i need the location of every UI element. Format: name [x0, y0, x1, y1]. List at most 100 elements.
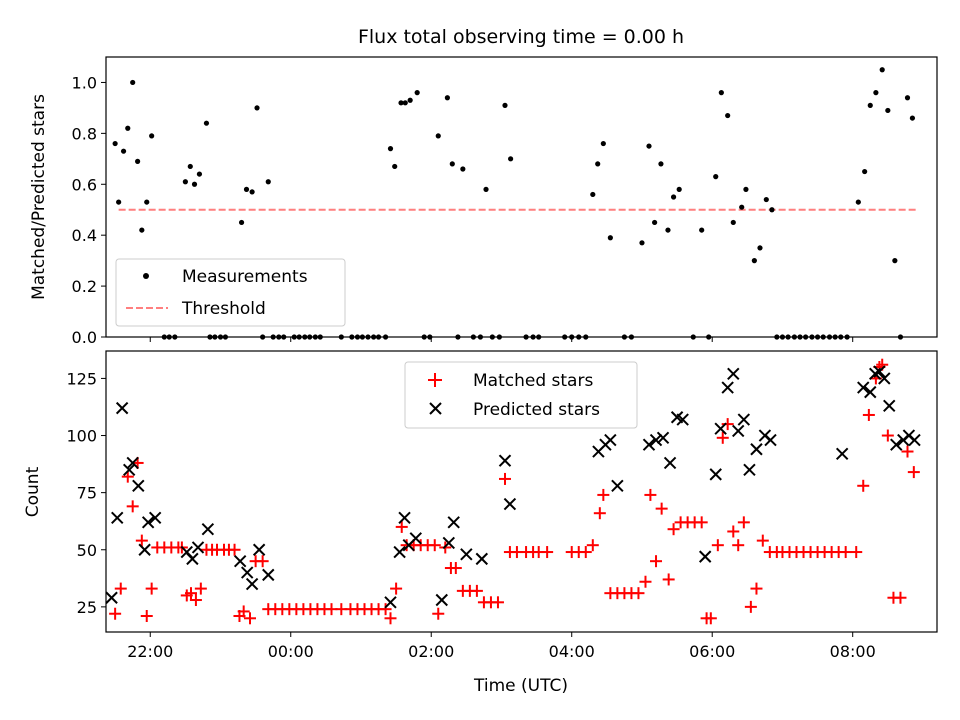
matched-star-point: [639, 575, 652, 588]
matched-star-point: [737, 516, 750, 529]
legend-predicted-marker: [429, 402, 442, 415]
predicted-star-point-b: [750, 443, 763, 456]
bottom-plot-area: [105, 358, 921, 625]
predicted-star-point: [503, 497, 517, 511]
matched-star-point: [256, 555, 269, 568]
chart-title: Flux total observing time = 0.00 h: [358, 26, 684, 48]
predicted-star-point-b: [240, 566, 254, 579]
measurement-point: [600, 140, 606, 147]
measurement-point: [590, 191, 596, 198]
measurement-point: [483, 186, 489, 192]
predicted-star-point-b: [878, 372, 891, 385]
measurement-point: [460, 166, 466, 172]
matched-star-point: [470, 584, 483, 597]
predicted-star-point: [642, 438, 656, 451]
measurement-point: [402, 100, 408, 106]
predicted-star-point-b: [138, 543, 151, 556]
predicted-star-point: [890, 438, 903, 451]
matched-star-point: [228, 543, 241, 556]
measurement-point: [265, 179, 271, 185]
predicted-star-point: [604, 433, 617, 447]
predicted-star-point-b: [122, 463, 136, 477]
measurement-point: [652, 219, 658, 226]
measurement-point: [243, 186, 250, 192]
predicted-star-point-b: [180, 545, 193, 559]
predicted-star-point-b: [148, 511, 162, 524]
measurement-point: [444, 95, 450, 101]
measurement-point: [398, 100, 404, 106]
predicted-star-point: [245, 577, 259, 591]
matched-star-point: [732, 539, 745, 552]
matched-star-point: [881, 429, 894, 442]
matched-star-point: [667, 523, 680, 536]
measurement-point: [885, 107, 891, 114]
measurement-point: [879, 67, 885, 73]
predicted-star-point: [191, 541, 205, 554]
measurement-point: [249, 189, 255, 195]
predicted-star-point-b: [663, 456, 677, 470]
matched-star-point: [491, 596, 504, 609]
predicted-star-point-b: [498, 454, 512, 467]
predicted-star-point-b: [642, 438, 656, 451]
measurement-point: [904, 95, 911, 101]
predicted-star-point-b: [245, 577, 259, 591]
matched-star-point: [384, 612, 397, 625]
predicted-star-point: [750, 443, 763, 456]
predicted-star-point-b: [141, 516, 155, 529]
matched-star-point: [850, 546, 863, 559]
predicted-star-point-b: [503, 497, 517, 511]
legend-measurements-label: Measurements: [182, 267, 308, 287]
measurement-point: [187, 163, 193, 170]
measurement-point: [743, 186, 749, 192]
predicted-star-point: [138, 543, 151, 556]
matched-star-point: [901, 445, 914, 458]
measurement-point: [392, 163, 398, 170]
predicted-star-point: [393, 545, 406, 559]
x-tick-label: 22:00: [127, 642, 173, 661]
matched-star-point: [597, 488, 610, 501]
bottom-y-axis-label: Count: [23, 466, 43, 517]
top-y-tick-label: 0.6: [72, 175, 97, 194]
predicted-star-point: [115, 401, 129, 415]
matched-star-point: [662, 573, 675, 586]
matched-star-point: [109, 607, 122, 620]
measurement-point: [254, 105, 260, 111]
measurement-point: [769, 207, 775, 213]
measurement-point: [739, 204, 745, 210]
bottom-y-tick-label: 25: [77, 598, 97, 617]
predicted-star-point-b: [252, 543, 266, 556]
measurement-point: [125, 125, 131, 131]
matched-star-point: [395, 520, 408, 533]
top-x-ticks: [149, 337, 854, 342]
measurement-point: [139, 227, 145, 233]
predicted-star-point-b: [186, 552, 199, 566]
predicted-star-point: [409, 532, 422, 545]
legend-matched-label: Matched stars: [473, 371, 593, 391]
measurement-point: [713, 174, 719, 180]
predicted-star-point-b: [908, 433, 921, 447]
top-y-tick-label: 0.2: [72, 277, 97, 296]
predicted-star-point: [398, 511, 411, 524]
matched-star-point: [744, 600, 757, 613]
measurement-point: [718, 90, 724, 96]
predicted-star-point: [908, 433, 921, 447]
measurement-point: [130, 79, 136, 86]
measurement-point: [112, 140, 118, 147]
measurement-point: [387, 146, 394, 152]
matched-star-point: [121, 470, 134, 483]
top-y-tick-label: 0.4: [72, 226, 97, 245]
predicted-star-point: [252, 543, 266, 556]
top-y-tick-label: 0.0: [72, 328, 97, 347]
measurement-point: [120, 148, 127, 154]
predicted-star-point-b: [764, 433, 777, 447]
matched-star-point: [498, 472, 511, 485]
predicted-star-point: [122, 463, 136, 477]
predicted-star-point-b: [132, 479, 145, 492]
predicted-star-point: [105, 591, 118, 604]
top-plot-area: [112, 67, 916, 340]
matched-star-point: [756, 534, 769, 547]
measurement-point: [196, 171, 203, 177]
predicted-star-point: [743, 463, 756, 477]
measurement-point: [892, 258, 898, 264]
bottom-y-tick-label: 75: [77, 484, 97, 503]
